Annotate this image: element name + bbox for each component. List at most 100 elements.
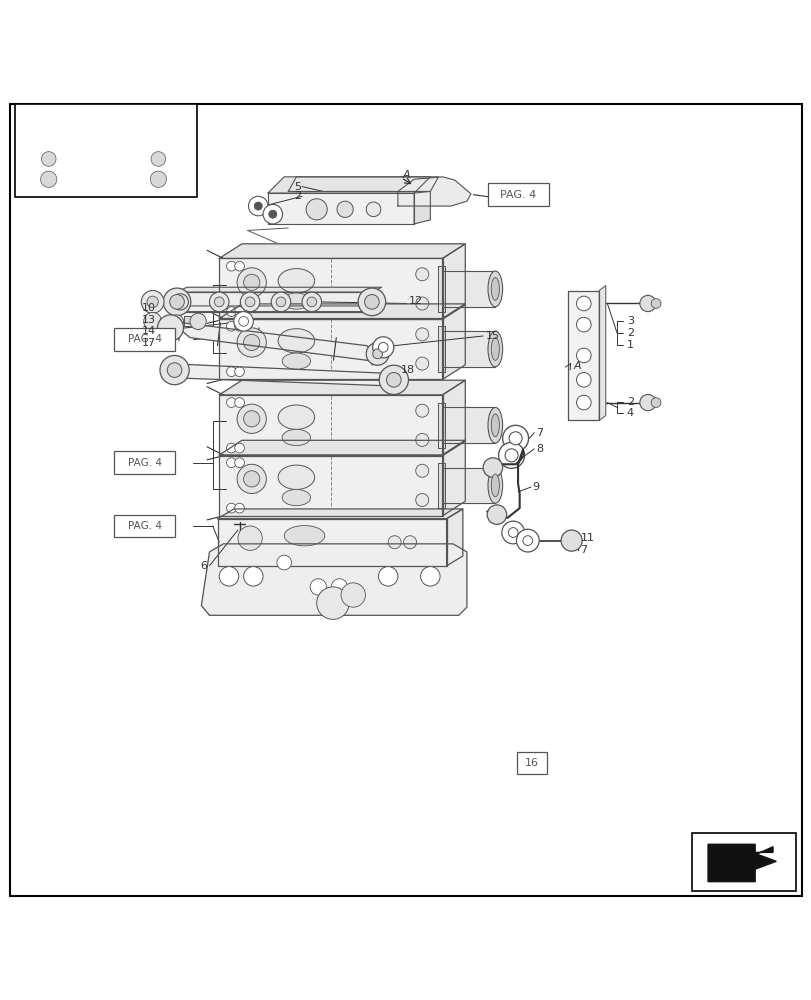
Circle shape xyxy=(237,268,266,297)
Circle shape xyxy=(226,321,236,331)
Bar xyxy=(517,752,547,774)
Circle shape xyxy=(226,398,236,407)
Circle shape xyxy=(639,394,655,411)
Circle shape xyxy=(167,363,182,377)
Circle shape xyxy=(639,295,655,312)
Circle shape xyxy=(307,297,316,307)
Text: 8: 8 xyxy=(535,444,543,454)
Circle shape xyxy=(271,292,290,312)
Polygon shape xyxy=(442,468,495,503)
Circle shape xyxy=(650,398,660,407)
Polygon shape xyxy=(219,304,465,319)
Circle shape xyxy=(516,529,539,552)
Circle shape xyxy=(237,404,266,433)
Circle shape xyxy=(483,458,502,477)
Circle shape xyxy=(238,316,248,326)
Circle shape xyxy=(248,196,268,216)
Circle shape xyxy=(386,373,401,387)
Polygon shape xyxy=(599,286,605,420)
Circle shape xyxy=(576,373,590,387)
Polygon shape xyxy=(442,304,465,379)
Circle shape xyxy=(172,294,188,310)
Text: PAG. 4: PAG. 4 xyxy=(127,521,161,531)
Text: 9: 9 xyxy=(532,482,539,492)
Ellipse shape xyxy=(487,331,502,367)
Circle shape xyxy=(378,567,397,586)
Circle shape xyxy=(372,337,393,358)
Circle shape xyxy=(226,307,236,316)
Polygon shape xyxy=(219,395,442,456)
Ellipse shape xyxy=(487,468,502,503)
Circle shape xyxy=(209,292,229,312)
Text: PAG. 4: PAG. 4 xyxy=(500,190,535,200)
Polygon shape xyxy=(442,440,465,516)
Ellipse shape xyxy=(491,278,499,300)
Polygon shape xyxy=(105,187,187,193)
Text: PAG. 4: PAG. 4 xyxy=(127,334,161,344)
Circle shape xyxy=(243,471,260,487)
Circle shape xyxy=(337,201,353,217)
Polygon shape xyxy=(442,331,495,367)
Ellipse shape xyxy=(277,329,314,353)
Polygon shape xyxy=(217,509,462,519)
Circle shape xyxy=(403,536,416,549)
Polygon shape xyxy=(442,407,495,443)
Circle shape xyxy=(243,334,260,351)
Polygon shape xyxy=(183,316,193,326)
Polygon shape xyxy=(438,266,444,312)
Polygon shape xyxy=(397,177,470,206)
Bar xyxy=(114,451,174,474)
Polygon shape xyxy=(219,244,465,258)
Circle shape xyxy=(190,313,206,329)
Text: 1: 1 xyxy=(626,340,633,350)
Circle shape xyxy=(501,521,524,544)
Circle shape xyxy=(234,398,244,407)
Circle shape xyxy=(379,365,408,394)
Circle shape xyxy=(415,464,428,477)
Circle shape xyxy=(502,425,528,451)
Ellipse shape xyxy=(284,526,324,546)
Polygon shape xyxy=(288,177,438,191)
Polygon shape xyxy=(446,509,462,566)
Text: 11: 11 xyxy=(580,533,594,543)
Circle shape xyxy=(576,395,590,410)
Circle shape xyxy=(331,579,347,595)
Text: 3: 3 xyxy=(626,316,633,326)
Text: 15: 15 xyxy=(485,331,499,341)
Circle shape xyxy=(415,297,428,310)
Polygon shape xyxy=(268,193,414,224)
Polygon shape xyxy=(219,380,465,395)
Circle shape xyxy=(144,312,161,330)
Circle shape xyxy=(141,291,164,313)
Circle shape xyxy=(415,494,428,506)
Circle shape xyxy=(243,567,263,586)
Polygon shape xyxy=(219,319,442,379)
Circle shape xyxy=(576,296,590,311)
Polygon shape xyxy=(568,291,599,420)
Polygon shape xyxy=(268,177,430,193)
Ellipse shape xyxy=(491,474,499,497)
Circle shape xyxy=(226,458,236,468)
Ellipse shape xyxy=(491,414,499,437)
Polygon shape xyxy=(201,544,466,615)
Polygon shape xyxy=(32,185,182,193)
Bar xyxy=(487,183,548,206)
Text: 12: 12 xyxy=(409,296,423,306)
Ellipse shape xyxy=(487,407,502,443)
Circle shape xyxy=(508,432,521,445)
Circle shape xyxy=(341,583,365,607)
Circle shape xyxy=(243,274,260,291)
Ellipse shape xyxy=(281,293,310,309)
Circle shape xyxy=(576,348,590,363)
Circle shape xyxy=(234,321,244,331)
Circle shape xyxy=(245,297,255,307)
Circle shape xyxy=(388,536,401,549)
Circle shape xyxy=(170,315,183,328)
Circle shape xyxy=(366,202,380,217)
Polygon shape xyxy=(438,326,444,372)
Circle shape xyxy=(234,458,244,468)
Circle shape xyxy=(151,152,165,166)
Ellipse shape xyxy=(491,338,499,360)
Ellipse shape xyxy=(281,429,310,446)
Circle shape xyxy=(276,297,285,307)
